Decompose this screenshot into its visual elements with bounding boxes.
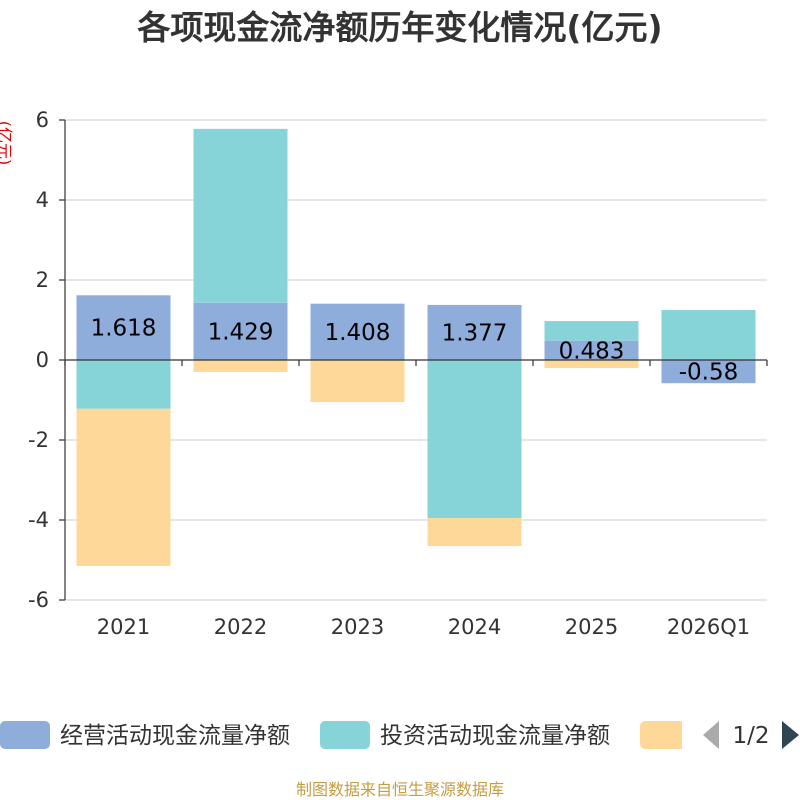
legend-item-series-3[interactable] xyxy=(640,721,690,749)
bar-segment xyxy=(76,408,171,566)
bar-series xyxy=(76,128,756,566)
bar-segment xyxy=(76,360,171,409)
y-tick-label: -4 xyxy=(28,508,49,532)
bar-segment xyxy=(661,310,756,360)
bar-segment xyxy=(76,295,171,360)
legend-swatch xyxy=(640,721,682,749)
bar-segment xyxy=(544,360,639,368)
legend-label: 投资活动现金流量净额 xyxy=(380,723,610,749)
bar-segment xyxy=(193,360,288,372)
legend-prev-page-button[interactable] xyxy=(703,721,719,749)
bar-segment xyxy=(427,360,522,518)
y-tick-label: 6 xyxy=(36,108,49,132)
legend: 经营活动现金流量净额 投资活动现金流量净额 1/2 xyxy=(0,721,799,749)
data-label: 1.408 xyxy=(325,320,391,346)
bar-segment xyxy=(427,518,522,546)
bar-segment xyxy=(427,304,522,360)
bar-segment xyxy=(544,321,639,341)
data-labels: 1.618 1.429 1.408 1.377 0.483 -0.58 xyxy=(91,316,739,386)
bar-segment xyxy=(661,360,756,384)
data-source-footer: 制图数据来自恒生聚源数据库 xyxy=(296,780,504,799)
data-label: 0.483 xyxy=(559,338,625,364)
bar-segment xyxy=(310,303,405,360)
legend-swatch xyxy=(0,721,50,749)
y-tick-label: 0 xyxy=(36,348,49,372)
bar-segment xyxy=(193,128,288,303)
legend-page-indicator: 1/2 xyxy=(732,723,769,749)
bar-segment xyxy=(310,360,405,402)
x-tick-label: 2026Q1 xyxy=(667,615,750,639)
data-label: 1.377 xyxy=(442,320,508,346)
y-axis-label: (亿元) xyxy=(0,121,14,166)
legend-next-page-button[interactable] xyxy=(782,721,799,749)
legend-swatch xyxy=(320,721,370,749)
bar-segment xyxy=(193,302,288,360)
y-tick-label: 4 xyxy=(36,188,49,212)
triangle-left-icon xyxy=(703,721,719,749)
data-label: 1.618 xyxy=(91,316,157,342)
x-tick-label: 2025 xyxy=(565,615,618,639)
data-label: 1.429 xyxy=(208,319,274,345)
bar-segment xyxy=(544,340,639,360)
x-tick-label: 2022 xyxy=(214,615,267,639)
triangle-right-icon xyxy=(782,721,799,749)
y-tick-label: -2 xyxy=(28,428,49,452)
y-tick-label: 2 xyxy=(36,268,49,292)
x-tick-label: 2021 xyxy=(97,615,150,639)
legend-item-operating-cash-flow[interactable]: 经营活动现金流量净额 xyxy=(0,721,290,749)
data-label: -0.58 xyxy=(679,360,739,386)
x-tick-label: 2024 xyxy=(448,615,501,639)
chart-title: 各项现金流净额历年变化情况(亿元) xyxy=(136,8,662,47)
y-tick-label: -6 xyxy=(28,588,49,612)
legend-item-investing-cash-flow[interactable]: 投资活动现金流量净额 xyxy=(320,721,610,749)
x-axis-ticks: 2021 2022 2023 2024 2025 2026Q1 xyxy=(64,360,768,639)
x-tick-label: 2023 xyxy=(331,615,384,639)
legend-label: 经营活动现金流量净额 xyxy=(60,723,290,749)
